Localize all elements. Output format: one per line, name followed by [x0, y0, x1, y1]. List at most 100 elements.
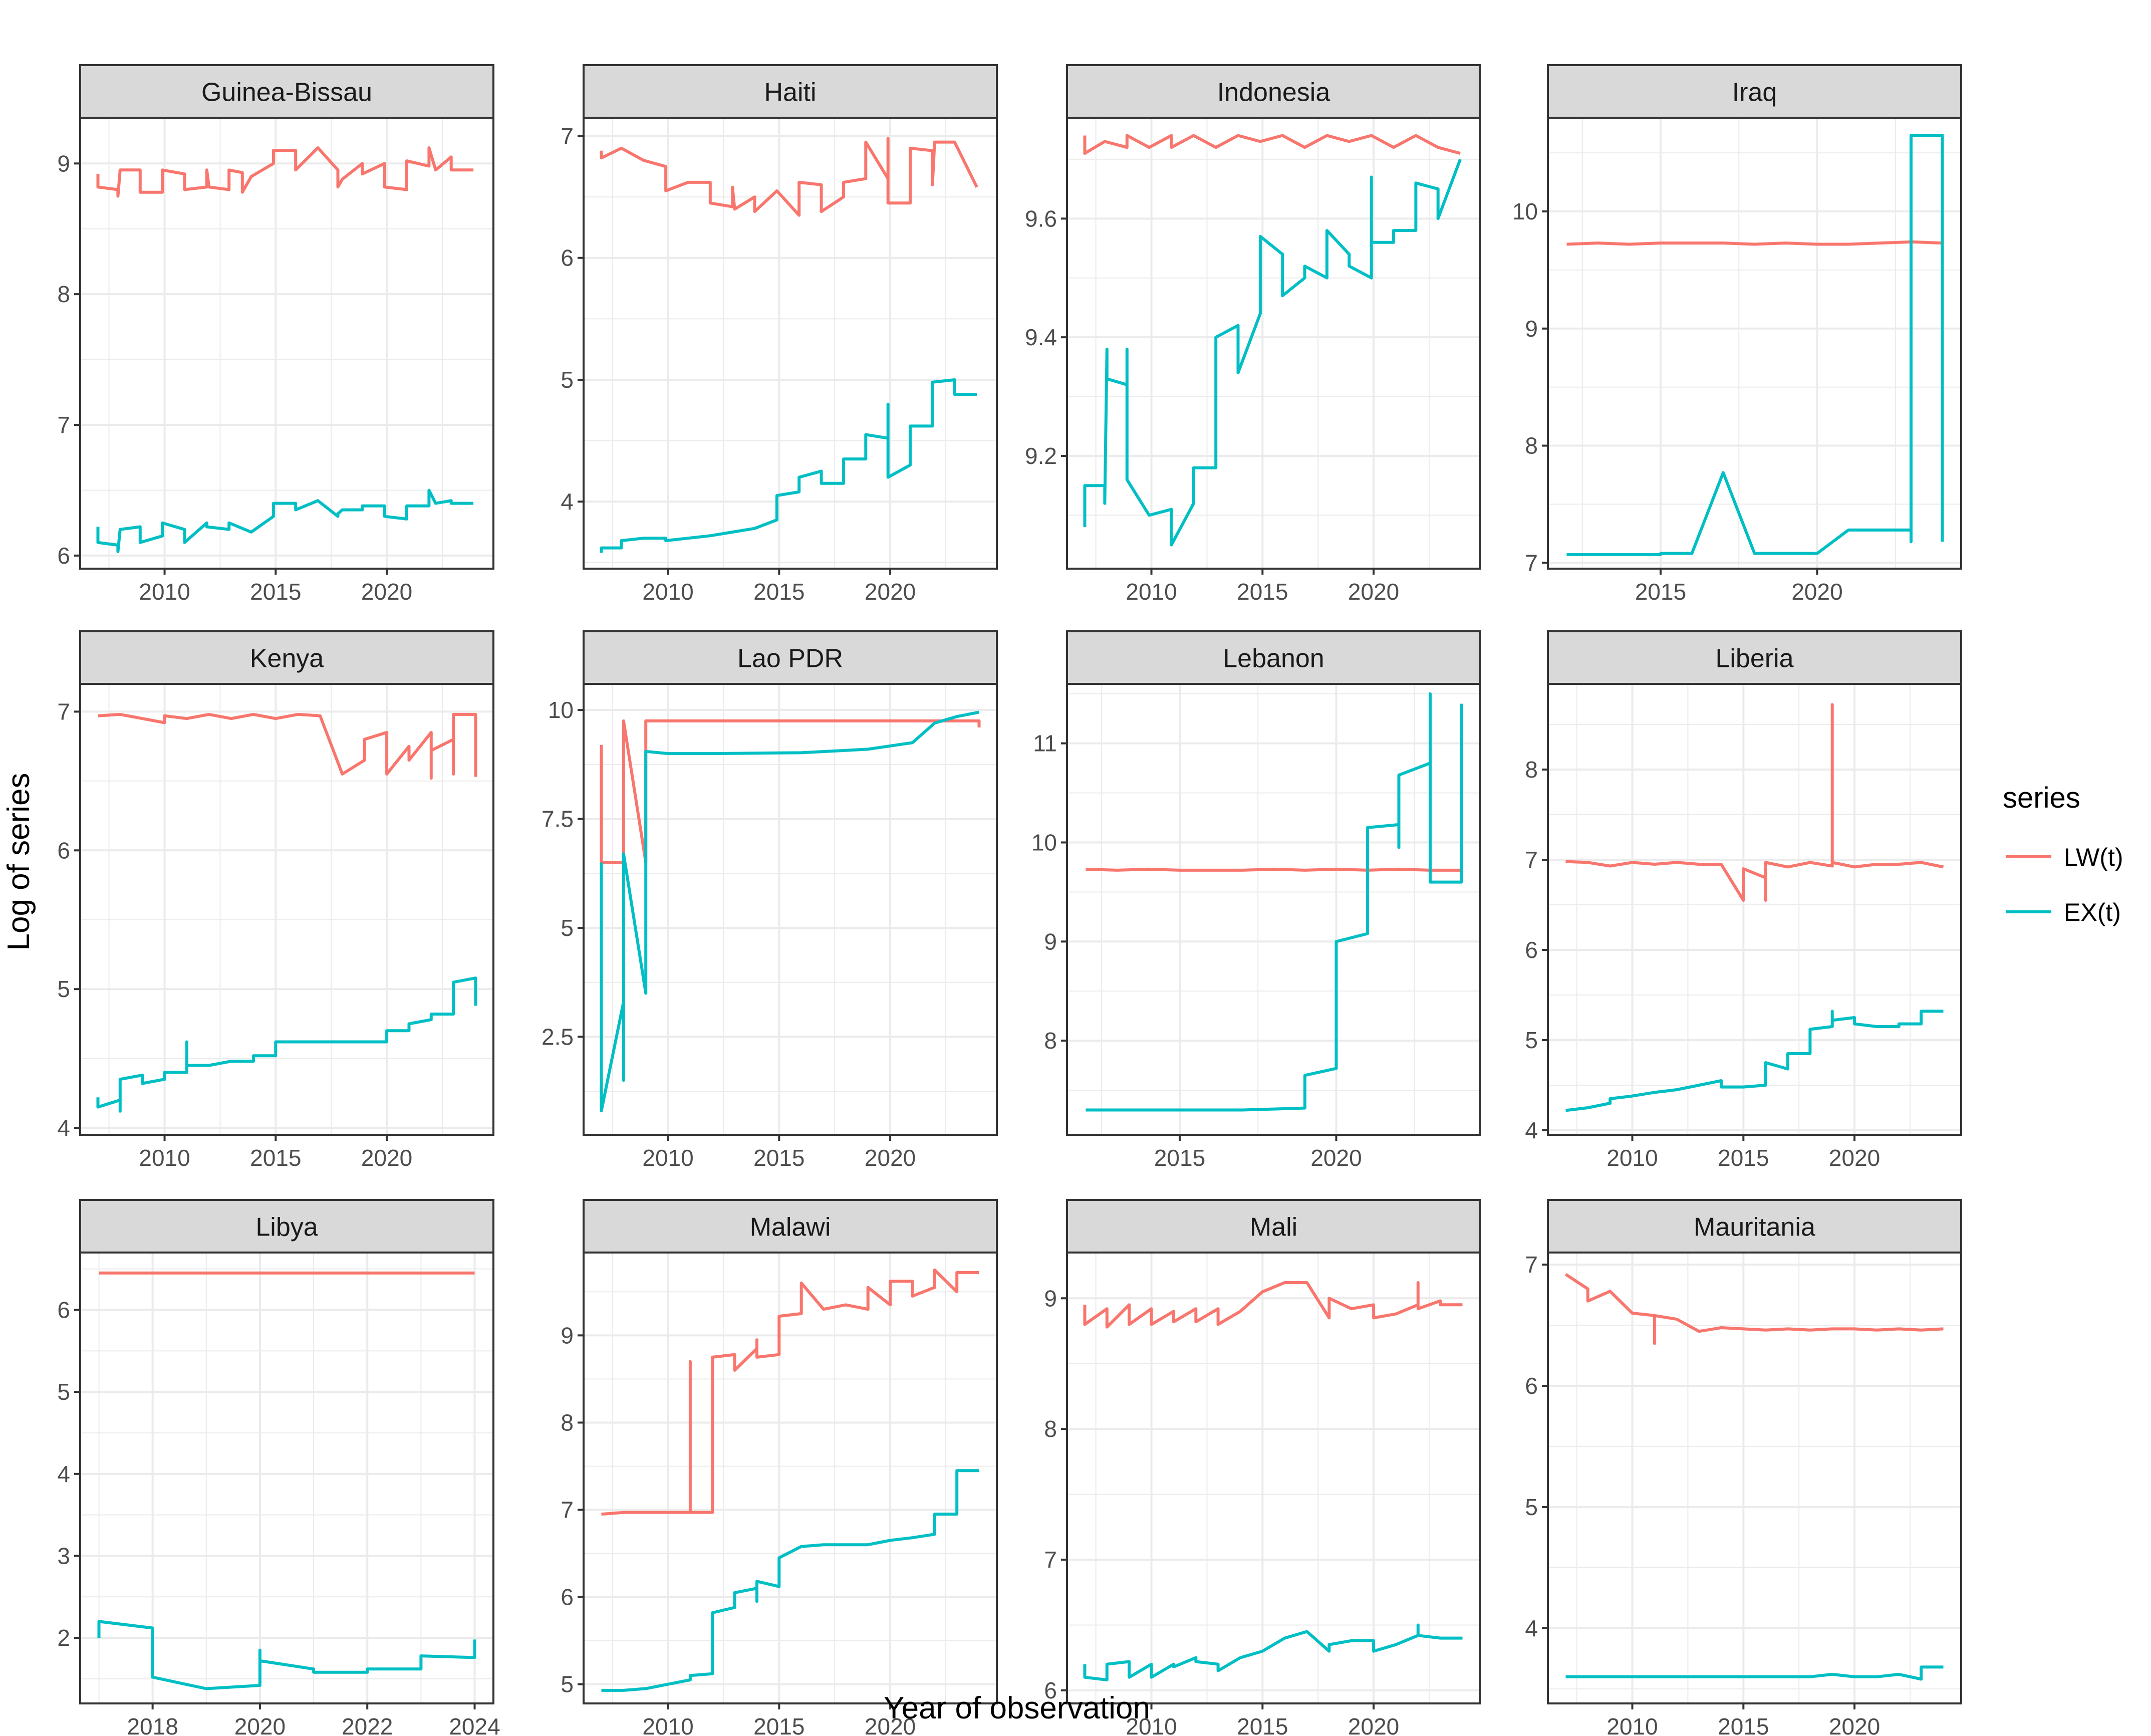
y-tick-label: 8 — [1525, 433, 1538, 459]
series-line-ex-lebanon — [1086, 692, 1463, 1112]
x-tick-label: 2020 — [1310, 1145, 1362, 1171]
plot-bg-lebanon — [1067, 684, 1480, 1135]
y-tick-label: 5 — [57, 1379, 70, 1405]
strip-title-malawi: Malawi — [750, 1213, 831, 1242]
y-tick-label: 4 — [57, 1461, 70, 1487]
y-tick-label: 5 — [57, 976, 70, 1002]
x-tick-label: 2020 — [865, 579, 916, 605]
plot-bg-indonesia — [1067, 118, 1480, 569]
panel-iraq: Iraq 2015 2020 7 8 9 10 — [1512, 64, 1962, 605]
x-tick-label: 2020 — [234, 1713, 286, 1736]
y-tick-label: 9 — [1044, 1285, 1057, 1311]
x-tick-label: 2015 — [753, 579, 804, 605]
y-tick-label: 7 — [1044, 1547, 1057, 1573]
strip-title-lao-pdr: Lao PDR — [737, 644, 843, 673]
y-tick-label: 10 — [1031, 829, 1057, 855]
x-tick-label: 2015 — [1718, 1713, 1769, 1736]
strip-title-liberia: Liberia — [1715, 644, 1793, 673]
plot-bg-kenya — [80, 684, 493, 1135]
y-axis-title: Log of series — [2, 773, 36, 951]
x-tick-label: 2020 — [1348, 1713, 1399, 1736]
strip-title-mauritania: Mauritania — [1694, 1213, 1815, 1242]
y-tick-label: 10 — [548, 697, 574, 723]
panel-guinea-bissau: Guinea-Bissau 2010 2015 2020 6 7 8 9 — [57, 64, 494, 605]
series-line-lw-mali — [1083, 1281, 1463, 1329]
strip-haiti — [583, 64, 998, 119]
y-tick-label: 6 — [561, 245, 574, 271]
legend-label-ex: EX(t) — [2064, 898, 2121, 926]
facet-panels: Guinea-Bissau 2010 2015 2020 6 7 8 9 Haiti 2010 20… — [57, 64, 1962, 1736]
x-tick-label: 2020 — [1791, 579, 1842, 605]
x-tick-label: 2015 — [1635, 579, 1686, 605]
strip-title-libya: Libya — [255, 1213, 318, 1242]
panel-mali: Mali 2010 2015 2020 6 7 8 9 — [1044, 1199, 1481, 1736]
x-tick-label: 2010 — [139, 1145, 190, 1171]
series-line-lw-haiti — [600, 137, 978, 217]
x-tick-label: 2010 — [642, 579, 693, 605]
strip-libya — [79, 1199, 494, 1254]
series-line-ex-guinea-bissau — [96, 488, 474, 554]
y-tick-label: 7.5 — [542, 806, 574, 832]
panel-border-kenya — [79, 683, 494, 1136]
x-tick-label: 2015 — [250, 579, 301, 605]
y-tick-label: 5 — [1525, 1027, 1538, 1053]
series-line-ex-mauritania — [1565, 1665, 1944, 1681]
y-tick-label: 5 — [561, 367, 574, 393]
strip-title-iraq: Iraq — [1732, 78, 1777, 107]
strip-lebanon — [1066, 630, 1481, 685]
series-line-ex-malawi — [601, 1469, 979, 1692]
y-tick-label: 7 — [1525, 550, 1538, 576]
series-line-ex-liberia — [1565, 1010, 1944, 1112]
panel-border-malawi — [583, 1252, 998, 1704]
series-line-lw-guinea-bissau — [96, 146, 474, 198]
y-tick-label: 9 — [1044, 928, 1057, 954]
series-line-lw-malawi — [601, 1268, 979, 1516]
y-tick-label: 6 — [57, 543, 70, 569]
y-tick-label: 2 — [57, 1625, 70, 1651]
legend: series LW(t) EX(t) — [2003, 782, 2123, 926]
y-tick-label: 5 — [561, 915, 574, 941]
x-tick-label: 2010 — [1606, 1713, 1658, 1736]
plot-bg-lao-pdr — [584, 684, 997, 1135]
legend-label-lw: LW(t) — [2064, 843, 2123, 871]
y-tick-label: 4 — [1525, 1615, 1538, 1641]
panel-border-mauritania — [1547, 1252, 1962, 1704]
panel-border-liberia — [1547, 683, 1962, 1136]
series-line-lw-lebanon — [1086, 867, 1462, 872]
plot-bg-guinea-bissau — [80, 118, 493, 569]
y-tick-label: 5 — [1525, 1494, 1538, 1520]
plot-bg-malawi — [584, 1253, 997, 1703]
strip-kenya — [79, 630, 494, 685]
strip-title-haiti: Haiti — [764, 78, 816, 107]
y-tick-label: 4 — [561, 488, 574, 515]
y-tick-label: 11 — [1033, 730, 1057, 757]
y-tick-label: 9 — [561, 1322, 574, 1348]
x-tick-label: 2020 — [1829, 1145, 1880, 1171]
y-tick-label: 9.4 — [1025, 324, 1057, 350]
y-tick-label: 6 — [57, 1297, 70, 1323]
x-tick-label: 2010 — [642, 1713, 693, 1736]
x-tick-label: 2022 — [342, 1713, 393, 1736]
x-tick-label: 2010 — [1126, 1713, 1177, 1736]
series-line-lw-liberia — [1565, 703, 1944, 902]
strip-title-mali: Mali — [1250, 1213, 1297, 1242]
series-line-lw-mauritania — [1564, 1273, 1944, 1345]
panel-border-haiti — [583, 117, 998, 570]
strip-mali — [1066, 1199, 1481, 1254]
series-line-lw-indonesia — [1083, 134, 1461, 155]
panel-border-iraq — [1547, 117, 1962, 570]
panel-lebanon: Lebanon 2015 2020 8 9 10 11 — [1031, 630, 1481, 1171]
panel-border-lebanon — [1066, 683, 1481, 1136]
x-tick-label: 2015 — [250, 1145, 301, 1171]
y-tick-label: 6 — [1525, 937, 1538, 963]
x-tick-label: 2010 — [139, 579, 190, 605]
strip-title-guinea-bissau: Guinea-Bissau — [201, 78, 372, 107]
x-tick-label: 2020 — [361, 579, 412, 605]
x-tick-label: 2024 — [449, 1713, 500, 1736]
y-tick-label: 9 — [1525, 316, 1538, 342]
y-tick-label: 2.5 — [542, 1024, 574, 1050]
x-tick-label: 2010 — [642, 1145, 693, 1171]
panel-lao-pdr: Lao PDR 2010 2015 2020 2.5 5 7.5 10 — [542, 630, 998, 1171]
strip-liberia — [1547, 630, 1962, 685]
y-tick-label: 4 — [1525, 1117, 1538, 1143]
